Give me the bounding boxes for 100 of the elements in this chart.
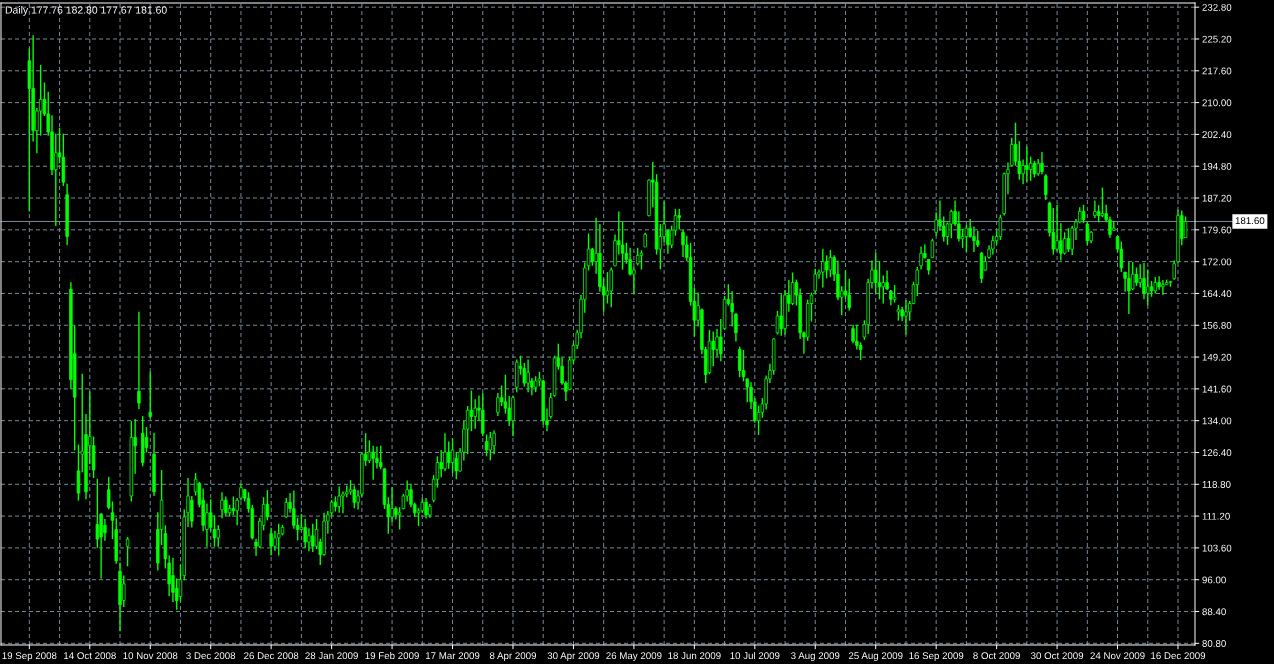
y-tick-label: 149.20 xyxy=(1202,353,1232,361)
y-tick-label: 164.40 xyxy=(1202,290,1232,298)
x-tick-label: 24 Nov 2009 xyxy=(1090,652,1145,660)
y-tick-label: 96.00 xyxy=(1202,576,1226,584)
x-tick-label: 28 Jan 2009 xyxy=(305,652,358,660)
y-tick-label: 111.20 xyxy=(1202,512,1230,520)
y-tick-label: 80.80 xyxy=(1202,640,1226,647)
x-tick-label: 30 Apr 2009 xyxy=(547,652,600,662)
candlestick xyxy=(307,527,311,552)
y-tick-label: 210.00 xyxy=(1202,99,1232,107)
candlestick xyxy=(874,252,878,295)
candlestick xyxy=(828,249,833,278)
x-tick-label: 3 Aug 2009 xyxy=(791,652,840,662)
candlestick xyxy=(821,247,825,289)
x-tick-label: 10 Nov 2008 xyxy=(123,652,178,660)
y-tick-label: 103.60 xyxy=(1202,544,1232,552)
y-tick-label: 88.40 xyxy=(1202,608,1226,616)
y-tick-label: 118.80 xyxy=(1202,481,1231,488)
x-tick-label: 30 Oct 2009 xyxy=(1030,652,1084,660)
candlestick xyxy=(775,310,780,336)
x-tick-label: 8 Apr 2009 xyxy=(489,652,537,662)
y-tick-label: 217.60 xyxy=(1202,67,1232,75)
x-tick-label: 14 Oct 2008 xyxy=(64,652,116,660)
candlestick xyxy=(224,495,228,517)
candlestick xyxy=(998,214,1003,241)
candlestick xyxy=(813,268,817,294)
x-tick-label: 16 Sep 2009 xyxy=(909,652,964,662)
candlestick xyxy=(1183,215,1188,239)
candlestick xyxy=(424,497,428,520)
ref-line-label: 181.60 xyxy=(1235,217,1265,225)
candlestick xyxy=(1044,173,1048,201)
y-tick-label: 134.00 xyxy=(1202,417,1232,425)
candlestick xyxy=(484,433,489,457)
candlestick xyxy=(122,574,126,608)
candlestick xyxy=(737,345,742,378)
candlestick xyxy=(639,249,644,271)
candlestick xyxy=(352,484,357,509)
candlestick xyxy=(54,132,58,227)
candlestick xyxy=(1093,199,1097,219)
candlestick xyxy=(881,274,885,305)
y-tick-label: 187.20 xyxy=(1202,194,1232,202)
candlestick xyxy=(447,440,451,470)
candlestick xyxy=(1146,268,1150,307)
candlestick xyxy=(620,221,625,271)
candlestick xyxy=(1025,145,1029,183)
x-tick-label: 18 Jun 2009 xyxy=(668,652,721,660)
candlestick xyxy=(125,536,130,568)
candlestick xyxy=(609,266,613,308)
y-tick-label: 202.40 xyxy=(1202,131,1232,139)
candlestick xyxy=(1040,151,1044,175)
candlestick xyxy=(1100,186,1105,218)
candlestick xyxy=(337,485,341,514)
x-tick-label: 19 Feb 2009 xyxy=(365,651,419,660)
x-tick-label: 16 Dec 2009 xyxy=(1151,652,1206,660)
candlestick xyxy=(469,389,474,432)
candlestick xyxy=(277,522,281,557)
candlestick xyxy=(605,271,610,305)
candlestick xyxy=(1066,227,1071,253)
candlestick xyxy=(677,208,681,231)
x-tick-label: 3 Dec 2008 xyxy=(186,652,236,660)
chart-title: Daily 177.76 182.80 177.67 181.60 xyxy=(5,6,167,16)
candlestick xyxy=(371,445,375,481)
candlestick xyxy=(964,224,969,253)
x-tick-label: 10 Jul 2009 xyxy=(730,651,780,660)
candlestick xyxy=(824,254,829,280)
candlestick xyxy=(1161,279,1165,296)
candlestick xyxy=(148,371,152,419)
x-tick-label: 26 Dec 2008 xyxy=(244,652,299,660)
x-tick-label: 19 Sep 2008 xyxy=(2,652,57,662)
candlestick xyxy=(76,443,81,502)
candlestick xyxy=(526,358,530,393)
y-tick-label: 225.20 xyxy=(1202,35,1232,43)
y-tick-label: 126.40 xyxy=(1202,449,1232,457)
y-tick-label: 194.80 xyxy=(1202,162,1232,170)
candlestick xyxy=(216,524,220,548)
candlestick xyxy=(1134,266,1139,287)
y-tick-label: 232.80 xyxy=(1202,3,1232,11)
candlestick xyxy=(303,518,307,549)
candlestick xyxy=(390,486,394,523)
candlestick xyxy=(311,522,315,553)
y-tick-label: 156.80 xyxy=(1202,321,1232,329)
candlestick xyxy=(488,431,493,462)
x-tick-label: 8 Oct 2009 xyxy=(973,652,1020,660)
candlestick xyxy=(231,495,236,516)
candlestick xyxy=(439,449,443,478)
y-tick-label: 141.60 xyxy=(1202,385,1232,393)
candlestick xyxy=(269,527,273,557)
candlestick xyxy=(1127,261,1131,315)
candlestick xyxy=(220,491,224,519)
candlestick xyxy=(991,234,995,256)
candlestick xyxy=(341,490,345,514)
candlestick xyxy=(511,394,515,437)
y-tick-label: 179.60 xyxy=(1202,226,1232,234)
x-tick-label: 26 May 2009 xyxy=(606,652,662,662)
candlestick xyxy=(779,293,783,337)
candlestick xyxy=(1055,204,1059,252)
candlestick xyxy=(379,445,383,470)
x-tick-label: 17 Mar 2009 xyxy=(425,652,480,660)
candlestick xyxy=(904,299,908,336)
candlestick xyxy=(212,514,217,548)
